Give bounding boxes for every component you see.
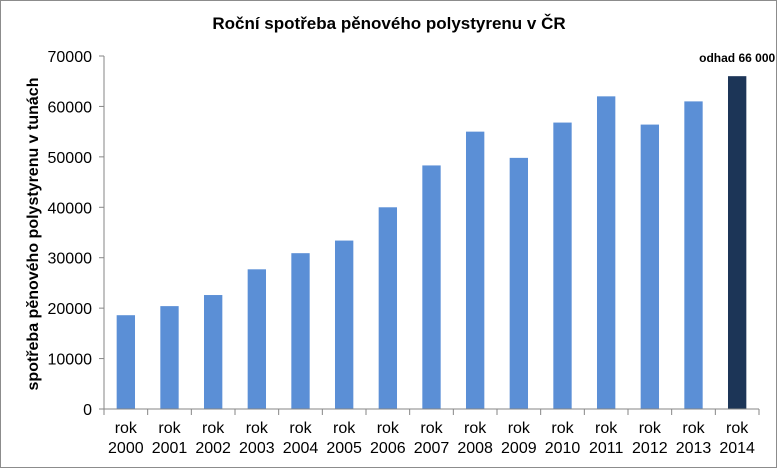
bar-annotation: odhad 66 000 — [699, 51, 775, 65]
y-axis-label: spotřeba pěnového polystyrenu v tunách — [25, 78, 42, 391]
y-tick-label: 60000 — [48, 99, 93, 116]
bar — [422, 165, 441, 409]
bar — [116, 315, 136, 409]
bar — [596, 96, 616, 409]
x-tick-label: rok 2010 — [545, 420, 581, 457]
y-tick-label: 0 — [83, 402, 92, 419]
x-tick-label: rok 2005 — [326, 420, 362, 457]
chart-title: Roční spotřeba pěnového polystyrenu v ČR — [212, 14, 565, 33]
y-tick-label: 70000 — [48, 49, 93, 66]
x-tick-label: rok 2011 — [589, 420, 624, 457]
bar — [509, 157, 529, 409]
bars: odhad 66 000 — [116, 51, 776, 410]
x-tick-label: rok 2007 — [414, 420, 450, 457]
bar — [334, 240, 354, 409]
y-tick-label: 20000 — [48, 301, 93, 318]
x-tick-label: rok 2002 — [195, 420, 231, 457]
x-tick-label: rok 2009 — [501, 420, 537, 457]
x-tick-label: rok 2006 — [370, 420, 406, 457]
x-tick-label: rok 2000 — [108, 420, 144, 457]
y-axis-ticks: 0 10000 20000 30000 40000 50000 60000 70000 — [48, 49, 104, 419]
bar — [291, 253, 310, 409]
y-tick-label: 40000 — [48, 200, 93, 217]
bar — [640, 124, 660, 409]
bar — [203, 295, 223, 409]
bar — [378, 207, 398, 409]
x-tick-label: rok 2001 — [152, 420, 188, 457]
y-tick-label: 10000 — [48, 352, 93, 369]
x-tick-label: rok 2004 — [283, 420, 319, 457]
axes — [103, 56, 759, 410]
bar — [465, 131, 485, 409]
bar — [727, 76, 747, 410]
bar — [247, 269, 267, 409]
y-tick-label: 50000 — [48, 150, 93, 167]
bar — [684, 101, 703, 409]
y-tick-label: 30000 — [48, 251, 93, 268]
x-tick-label: rok 2003 — [239, 420, 275, 457]
x-tick-label: rok 2013 — [676, 420, 712, 457]
bar — [553, 122, 572, 410]
x-tick-label: rok 2014 — [719, 420, 755, 457]
bar — [160, 306, 179, 409]
x-tick-label: rok 2008 — [457, 420, 493, 457]
x-tick-label: rok 2012 — [632, 420, 668, 457]
